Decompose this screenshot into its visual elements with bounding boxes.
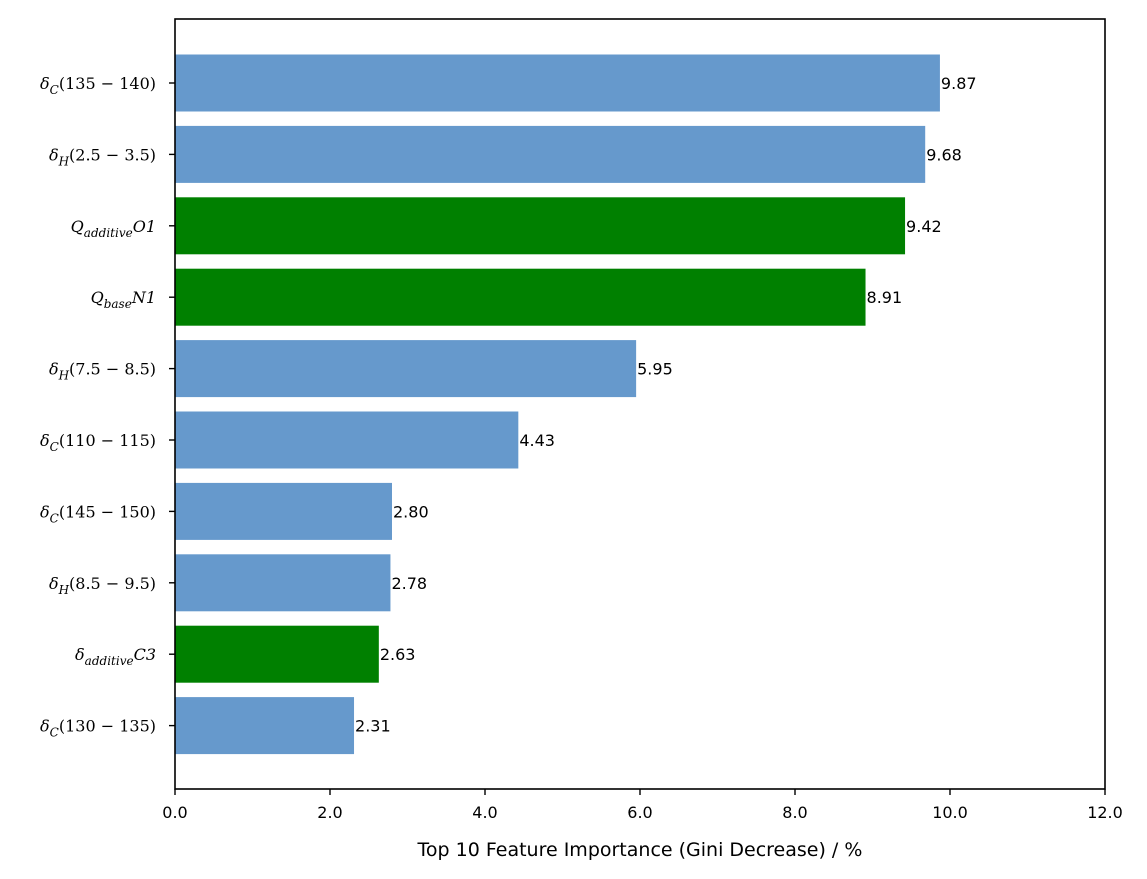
bar-group — [175, 54, 940, 755]
x-tick-label: 2.0 — [317, 803, 342, 822]
bar-value-label: 2.63 — [380, 645, 416, 664]
bar — [175, 54, 940, 112]
x-tick-label: 6.0 — [627, 803, 652, 822]
y-tick-label: QadditiveO1 — [71, 217, 156, 240]
bar — [175, 482, 392, 540]
bar-value-label: 4.43 — [519, 431, 555, 450]
bar-value-label: 2.80 — [393, 502, 429, 521]
bar — [175, 340, 637, 398]
y-axis-ticks: δC(135 − 140) δH(2.5 − 3.5) QadditiveO1 Qba… — [40, 74, 175, 740]
bar — [175, 697, 355, 755]
y-tick-label: δH(8.5 − 9.5) — [49, 574, 156, 597]
bar — [175, 268, 866, 326]
bar — [175, 411, 519, 469]
bar — [175, 625, 379, 683]
bar — [175, 554, 391, 612]
y-tick-label: δH(7.5 − 8.5) — [49, 360, 156, 383]
x-tick-label: 4.0 — [472, 803, 497, 822]
x-axis-ticks: 0.0 2.0 4.0 6.0 8.0 10.0 12.0 — [162, 789, 1123, 822]
x-tick-label: 0.0 — [162, 803, 187, 822]
bar-value-label: 2.31 — [355, 717, 391, 736]
y-tick-label: δC(135 − 140) — [40, 74, 156, 97]
y-tick-label: δC(130 − 135) — [40, 717, 156, 740]
bar — [175, 125, 926, 183]
x-tick-label: 8.0 — [782, 803, 807, 822]
bar-value-label: 8.91 — [867, 288, 903, 307]
value-label-group: 9.87 9.68 9.42 8.91 5.95 4.43 2.80 2.78 2.63 2.31 — [355, 74, 977, 736]
bar-value-label: 9.87 — [941, 74, 977, 93]
bar-value-label: 9.42 — [906, 217, 942, 236]
x-axis-title: Top 10 Feature Importance (Gini Decrease… — [417, 839, 863, 861]
bar-value-label: 2.78 — [391, 574, 427, 593]
x-tick-label: 12.0 — [1087, 803, 1123, 822]
bar-value-label: 5.95 — [637, 360, 673, 379]
y-tick-label: δH(2.5 − 3.5) — [49, 145, 156, 168]
x-tick-label: 10.0 — [932, 803, 968, 822]
y-tick-label: δadditiveC3 — [75, 645, 156, 668]
bar-value-label: 9.68 — [926, 145, 962, 164]
y-tick-label: QbaseN1 — [91, 288, 156, 311]
y-tick-label: δC(110 − 115) — [40, 431, 156, 454]
bar — [175, 197, 906, 255]
y-tick-label: δC(145 − 150) — [40, 502, 156, 525]
